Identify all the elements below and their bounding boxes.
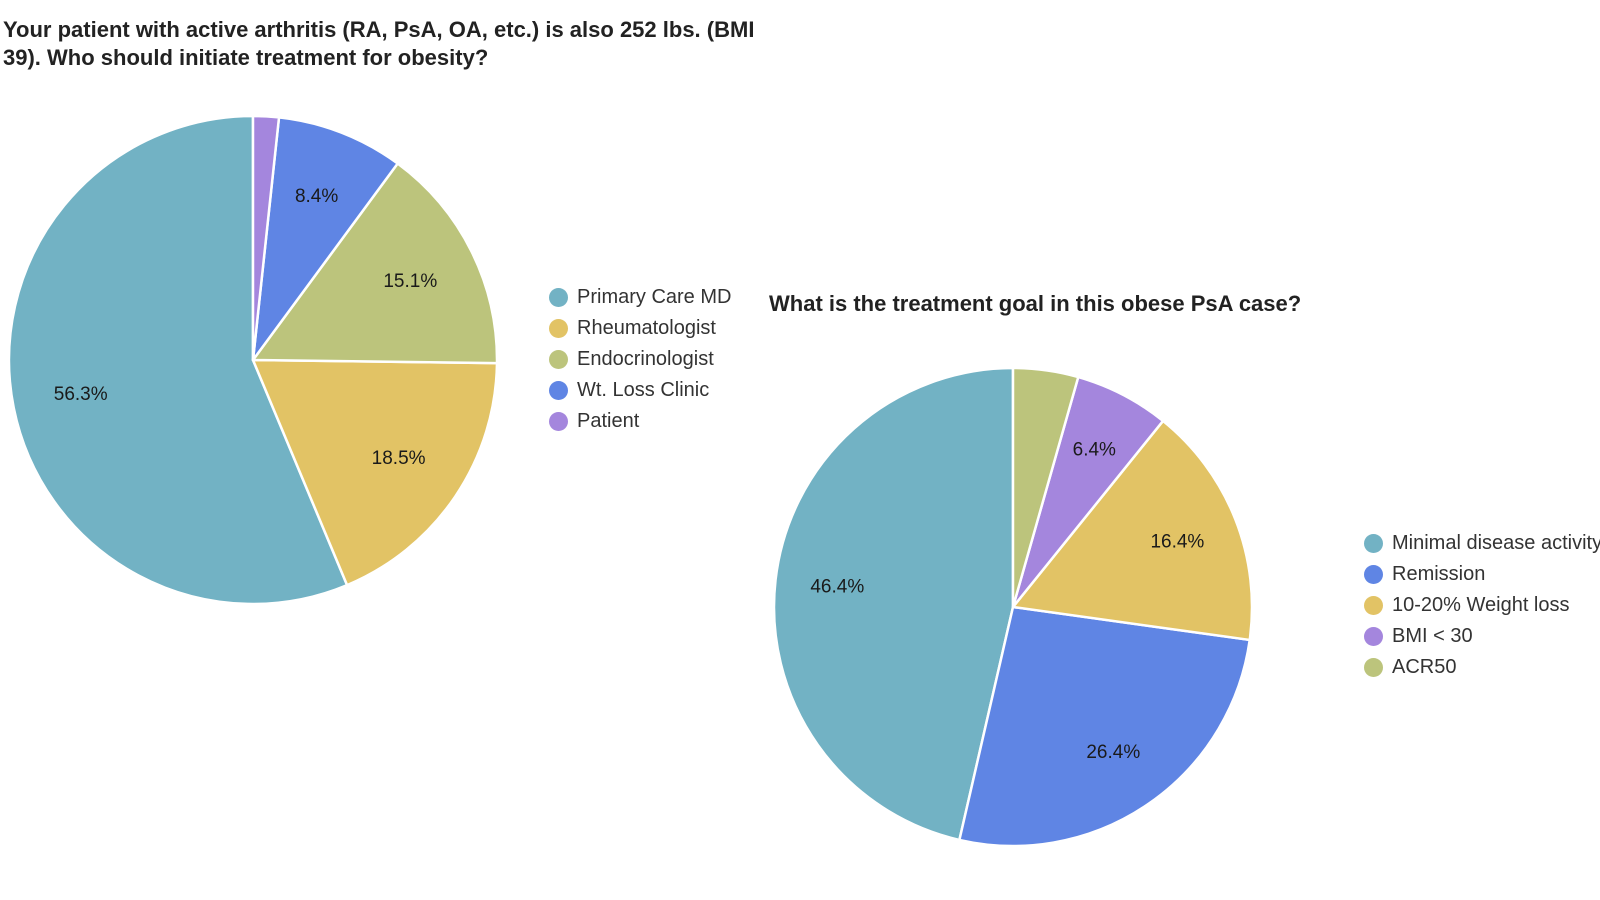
chart1-data-label-primary-care-md: 56.3% bbox=[54, 384, 108, 405]
chart2-slice-acr50 bbox=[1011, 366, 1080, 609]
legend-label: BMI < 30 bbox=[1392, 625, 1473, 647]
legend-swatch bbox=[549, 350, 568, 369]
legend-swatch bbox=[1364, 565, 1383, 584]
chart2-legend: Minimal disease activity Remission 10-20% … bbox=[1364, 528, 1600, 683]
legend-label: 10-20% Weight loss bbox=[1392, 594, 1570, 616]
chart2-slice-minimal-disease-activity bbox=[772, 366, 1015, 842]
chart1-data-label-endocrinologist: 15.1% bbox=[383, 271, 437, 292]
chart1-title: Your patient with active arthritis (RA, … bbox=[3, 16, 778, 72]
chart2-slice-remission bbox=[958, 605, 1251, 848]
legend-swatch bbox=[549, 288, 568, 307]
chart2-data-label-minimal-disease-activity: 46.4% bbox=[810, 577, 864, 598]
chart1-slice-patient bbox=[251, 114, 281, 362]
chart1-legend-item-endocrinologist: Endocrinologist bbox=[549, 344, 731, 375]
chart1-legend-item-rheumatologist: Rheumatologist bbox=[549, 313, 731, 344]
legend-label: Primary Care MD bbox=[577, 286, 732, 308]
chart2-data-label-bmi-30: 6.4% bbox=[1073, 439, 1116, 460]
chart1-legend-item-patient: Patient bbox=[549, 406, 731, 437]
chart1-title-line-1: Your patient with active arthritis (RA, … bbox=[3, 17, 755, 42]
chart2-title: What is the treatment goal in this obese… bbox=[769, 291, 1302, 316]
chart1-legend-item-primary-care-md: Primary Care MD bbox=[549, 282, 731, 313]
legend-swatch bbox=[1364, 627, 1383, 646]
chart1-slice-primary-care-md bbox=[7, 114, 349, 606]
chart1-data-label-rheumatologist: 18.5% bbox=[372, 448, 426, 469]
legend-label: Rheumatologist bbox=[577, 317, 716, 339]
chart2-legend-item-remission: Remission bbox=[1364, 559, 1600, 590]
legend-label: Minimal disease activity bbox=[1392, 532, 1600, 554]
chart2-legend-item-10-20-weight-loss: 10-20% Weight loss bbox=[1364, 590, 1600, 621]
chart2-legend-item-acr50: ACR50 bbox=[1364, 652, 1600, 683]
chart1-legend-item-wt-loss-clinic: Wt. Loss Clinic bbox=[549, 375, 731, 406]
chart1-legend: Primary Care MD Rheumatologist Endocrinolo… bbox=[549, 282, 731, 437]
legend-swatch bbox=[549, 412, 568, 431]
chart2-data-label-10-20-weight-loss: 16.4% bbox=[1150, 531, 1204, 552]
legend-label: Patient bbox=[577, 410, 640, 432]
legend-swatch bbox=[1364, 534, 1383, 553]
legend-label: Wt. Loss Clinic bbox=[577, 379, 710, 401]
legend-swatch bbox=[549, 319, 568, 338]
legend-swatch bbox=[1364, 658, 1383, 677]
legend-label: Endocrinologist bbox=[577, 348, 714, 370]
chart1-data-label-wt-loss-clinic: 8.4% bbox=[295, 186, 338, 207]
legend-swatch bbox=[549, 381, 568, 400]
chart1-slice-endocrinologist bbox=[251, 162, 499, 365]
legend-label: ACR50 bbox=[1392, 656, 1457, 678]
chart2-data-label-remission: 26.4% bbox=[1086, 742, 1140, 763]
chart1-slice-rheumatologist bbox=[251, 358, 499, 587]
chart2-legend-item-bmi-30: BMI < 30 bbox=[1364, 621, 1600, 652]
chart2-legend-item-minimal-disease-activity: Minimal disease activity bbox=[1364, 528, 1600, 559]
legend-label: Remission bbox=[1392, 563, 1486, 585]
chart1-title-line-2: 39). Who should initiate treatment for o… bbox=[3, 45, 489, 70]
legend-swatch bbox=[1364, 596, 1383, 615]
chart2-slice-10-20-weight-loss bbox=[1011, 419, 1254, 642]
chart1-slice-wt-loss-clinic bbox=[251, 116, 399, 362]
